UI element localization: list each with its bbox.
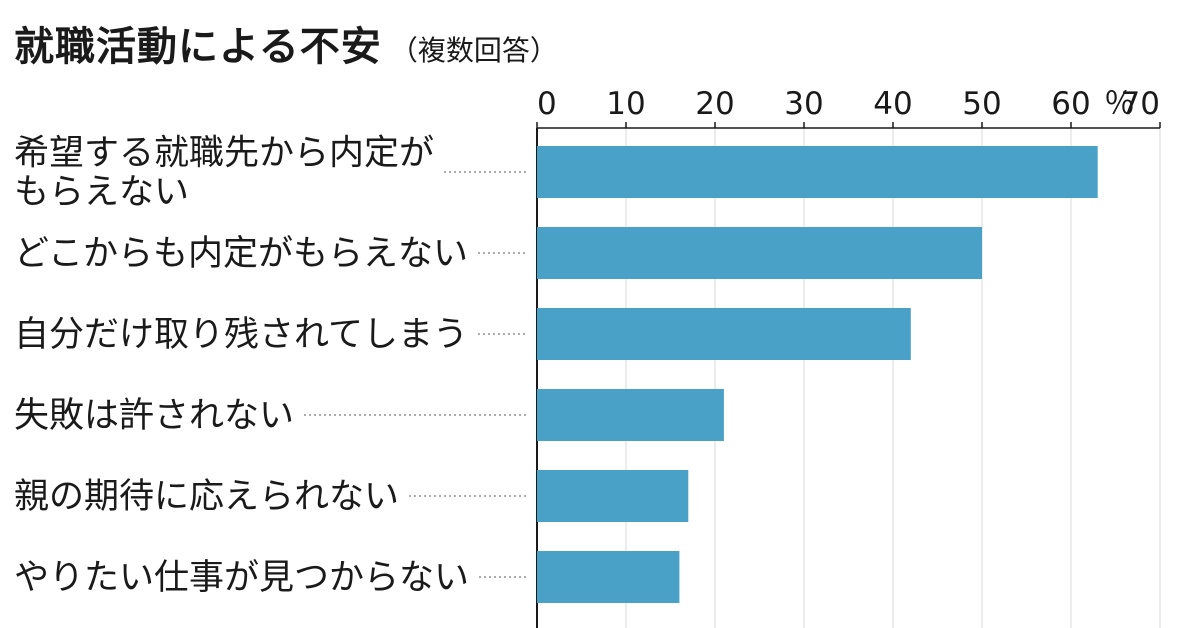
bar [537,308,911,360]
category-label-line: やりたい仕事が見つからない [14,558,469,598]
category-label-line: 親の期待に応えられない [14,477,399,517]
chart-subtitle: （複数回答） [389,34,558,67]
category-label: 失敗は許されない [14,396,294,436]
category-label: 親の期待に応えられない [14,477,399,517]
tick-label: 30 [784,86,823,122]
tick-label: 0 [537,86,557,122]
chart-title-row: 就職活動による不安 （複数回答） [14,14,558,72]
chart-title: 就職活動による不安 [14,24,382,70]
category-label: 自分だけ取り残されてしまう [14,315,468,355]
bar [537,551,680,603]
category-label-line: もらえない [14,173,189,213]
category-label: どこからも内定がもらえない [14,234,468,274]
category-label-line: 失敗は許されない [14,396,294,436]
tick-label: 70 [1121,86,1160,122]
category-label-line: 自分だけ取り残されてしまう [14,315,468,355]
category-label-line: 希望する就職先から内定が [14,134,434,174]
unit-label: ％ [1104,86,1135,122]
category-label-line: どこからも内定がもらえない [14,234,468,274]
category-label: やりたい仕事が見つからない [14,558,469,598]
tick-label: 60 [1051,86,1090,122]
bar [537,146,1098,198]
bar [537,227,982,279]
tick-label: 10 [606,86,645,122]
tick-label: 50 [962,86,1001,122]
bar [537,470,689,522]
tick-label: 20 [695,86,734,122]
category-label: 希望する就職先から内定がもらえない [14,134,434,213]
bar [537,389,724,441]
tick-label: 40 [873,86,912,122]
